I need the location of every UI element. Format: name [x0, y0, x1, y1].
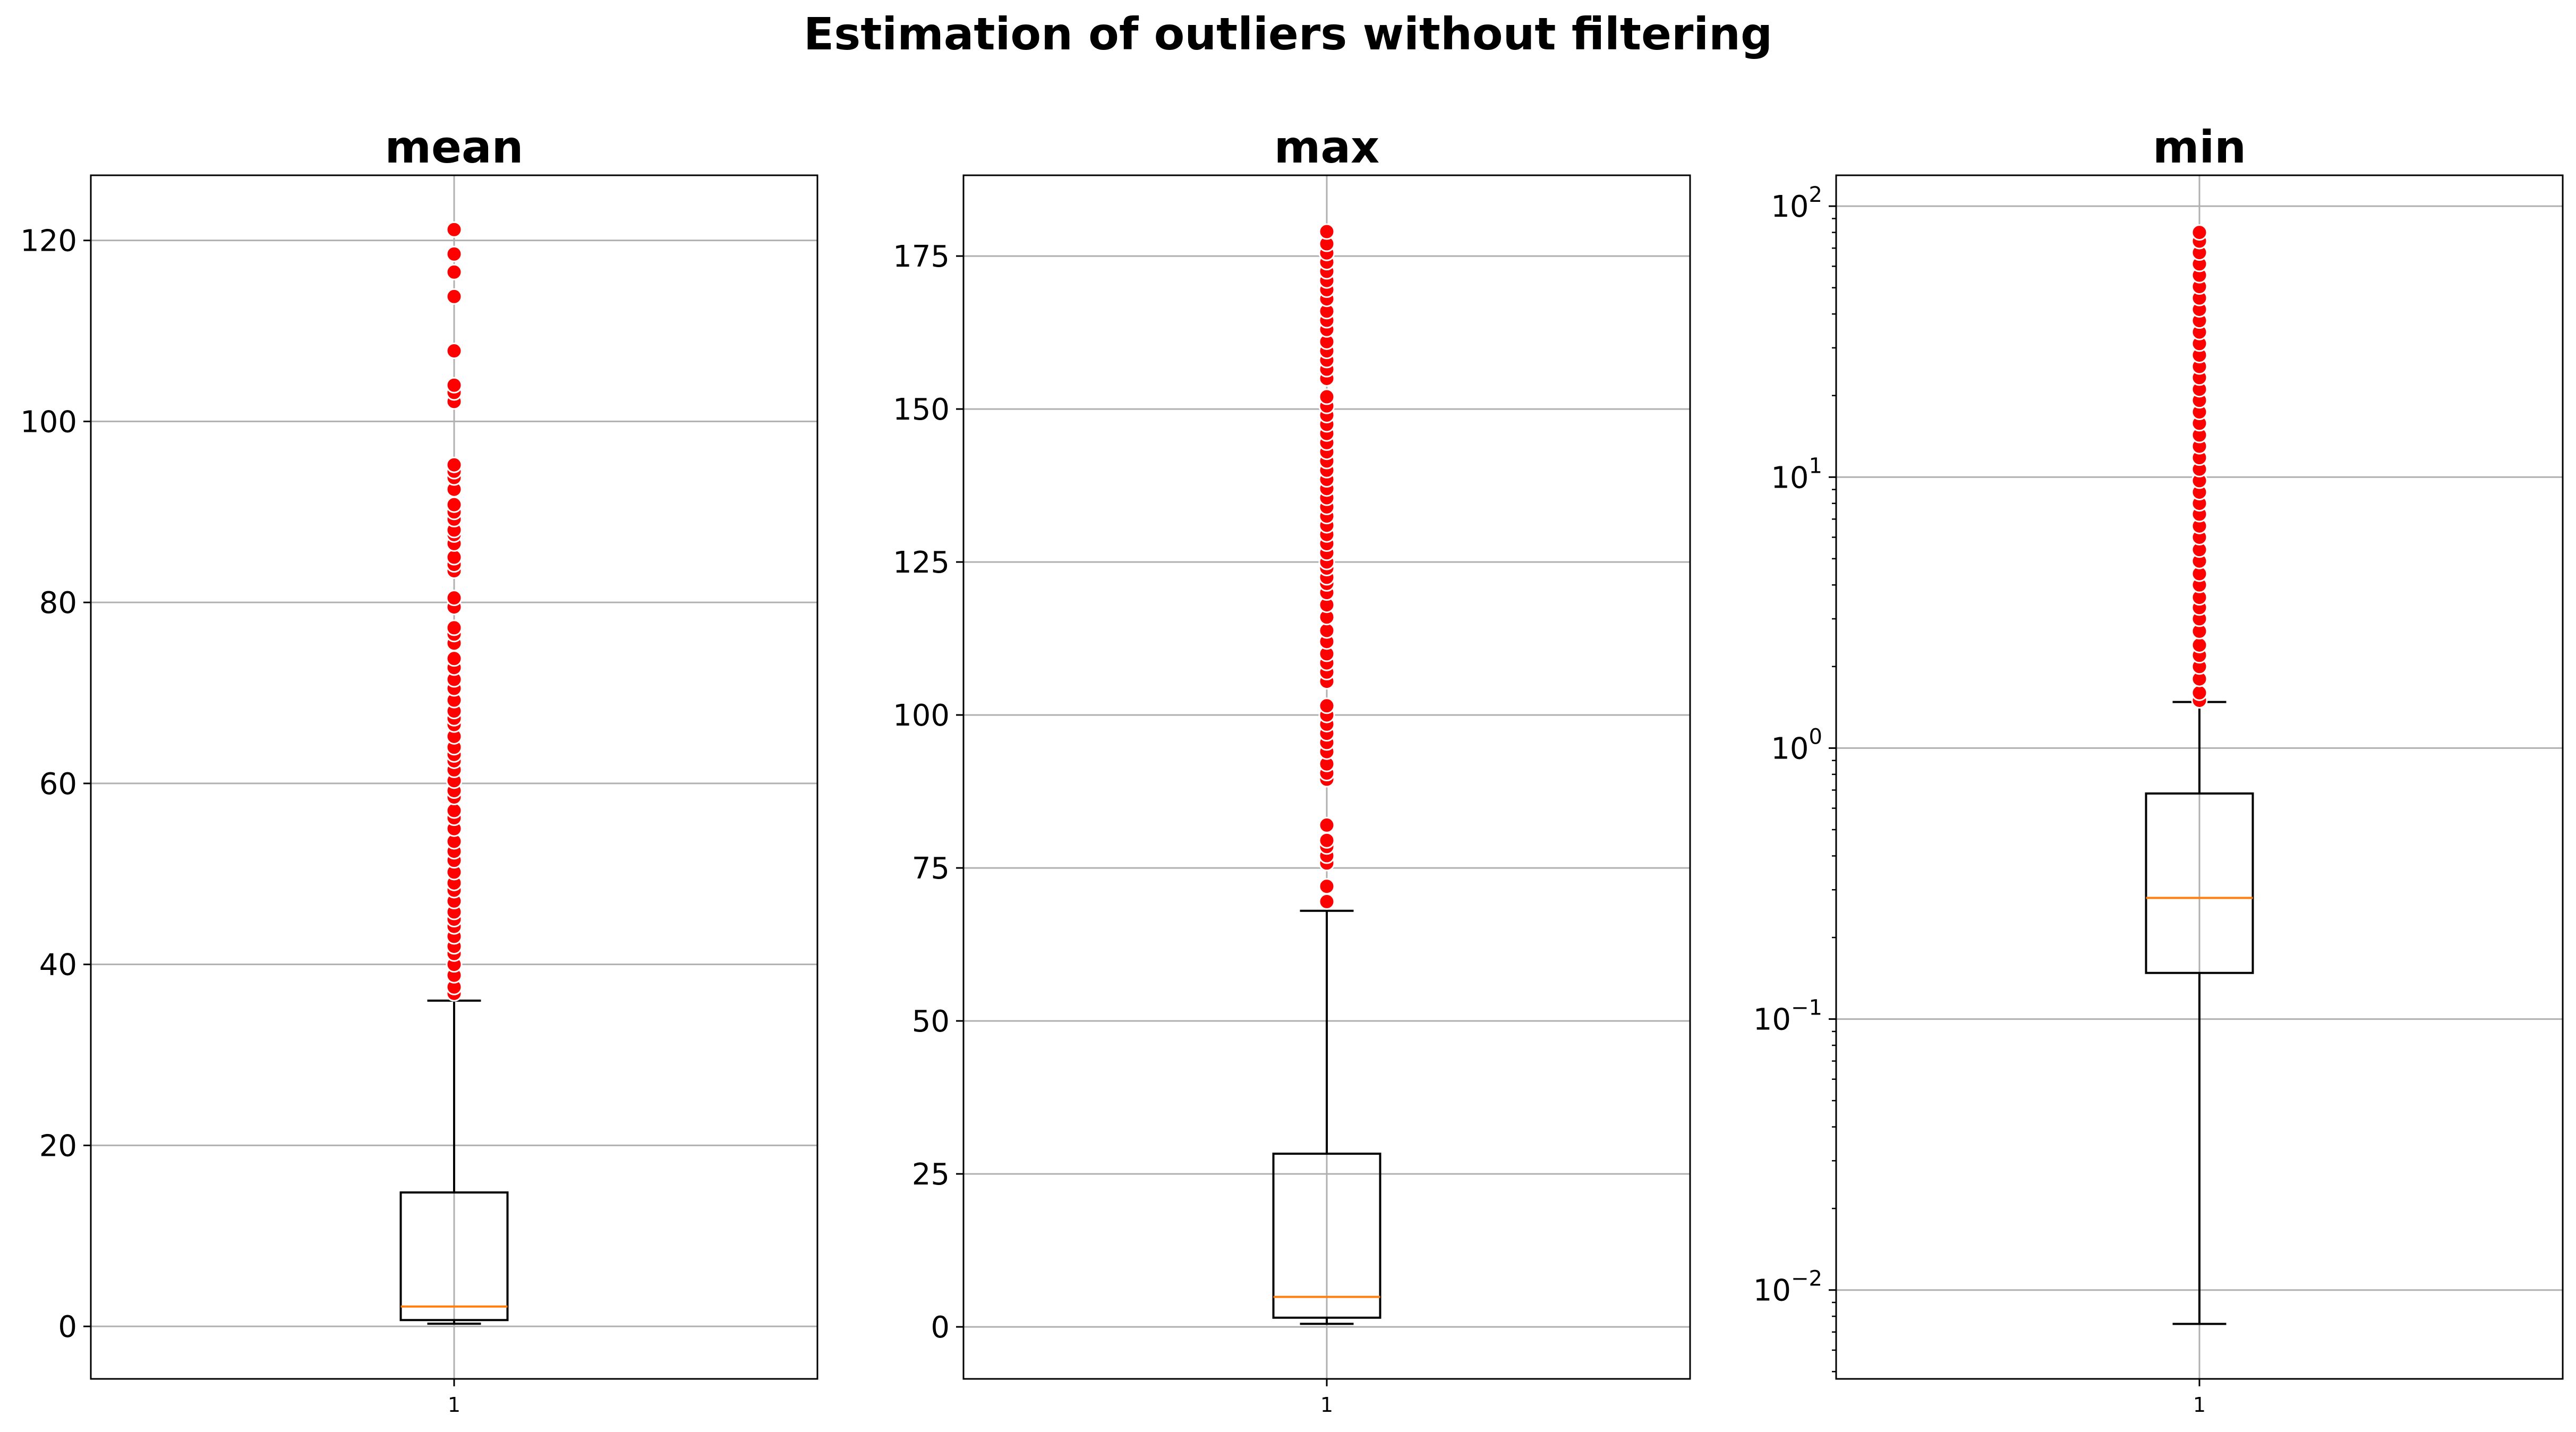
outlier-point: [446, 245, 463, 262]
outlier-point: [1318, 388, 1335, 405]
panel-title: min: [2153, 121, 2246, 173]
x-tick-label: 1: [1320, 1393, 1333, 1417]
outlier-point: [446, 288, 463, 305]
y-tick-label: 40: [39, 948, 77, 983]
boxplot-mean: 0 20 40 60 80 100 120 1 mean: [20, 121, 818, 1417]
box-iqr: [2145, 792, 2254, 974]
panel-title: max: [1274, 121, 1379, 173]
y-tick-label: 100: [893, 698, 950, 733]
boxplot-min: 10−2 10−1 100 101 102 1 min: [1753, 121, 2564, 1417]
outlier-point: [446, 650, 463, 667]
axes-frame: [962, 174, 1691, 1380]
x-tick-label: 1: [2193, 1393, 2206, 1417]
outlier-point: [1318, 697, 1335, 714]
y-tick-label: 100: [20, 405, 77, 439]
outlier-point: [446, 496, 463, 513]
y-tick-label: 150: [893, 393, 950, 427]
box-iqr: [1272, 1153, 1381, 1319]
y-tick-label: 120: [20, 224, 77, 259]
y-tick-label: 125: [893, 545, 950, 580]
outlier-point: [446, 343, 463, 360]
outlier-point: [1318, 832, 1335, 849]
outlier-point: [1318, 622, 1335, 639]
outlier-point: [446, 377, 463, 394]
y-tick-label: 101: [1771, 454, 1822, 495]
y-tick-label: 20: [39, 1129, 77, 1163]
outlier-point: [2191, 224, 2208, 241]
outlier-point: [446, 802, 463, 819]
panels: 0 20 40 60 80 100 120 1 mean 0 25 50 75 100 125 150 175 1…: [20, 121, 2564, 1417]
y-tick-label: 75: [912, 851, 950, 886]
axes-frame: [90, 174, 818, 1380]
y-tick-label: 25: [912, 1157, 950, 1192]
outlier-point: [446, 263, 463, 280]
y-tick-label: 0: [58, 1310, 77, 1344]
y-tick-label: 100: [1771, 724, 1822, 766]
outlier-point: [1318, 878, 1335, 895]
outlier-point: [446, 590, 463, 607]
outlier-point: [2191, 684, 2208, 701]
outlier-point: [446, 619, 463, 636]
outlier-point: [1318, 816, 1335, 833]
axes-frame: [1835, 174, 2564, 1380]
panel-title: mean: [385, 121, 524, 173]
outlier-point: [1318, 223, 1335, 240]
y-tick-label: 102: [1771, 183, 1822, 224]
y-tick-label: 10−1: [1753, 996, 1822, 1037]
boxplot-max: 0 25 50 75 100 125 150 175 1 max: [893, 121, 1691, 1417]
y-tick-label: 0: [931, 1310, 950, 1345]
figure-title: Estimation of outliers without filtering: [804, 8, 1772, 60]
outlier-point: [2191, 636, 2208, 653]
outlier-point: [446, 549, 463, 566]
y-tick-label: 80: [39, 586, 77, 620]
y-tick-label: 10−2: [1753, 1267, 1822, 1308]
outlier-point: [1318, 893, 1335, 910]
outlier-point: [446, 456, 463, 473]
x-tick-label: 1: [448, 1393, 460, 1417]
y-tick-label: 60: [39, 767, 77, 802]
y-tick-label: 175: [893, 240, 950, 274]
box-iqr: [399, 1191, 509, 1322]
outlier-point: [446, 221, 463, 238]
y-tick-label: 50: [912, 1004, 950, 1039]
